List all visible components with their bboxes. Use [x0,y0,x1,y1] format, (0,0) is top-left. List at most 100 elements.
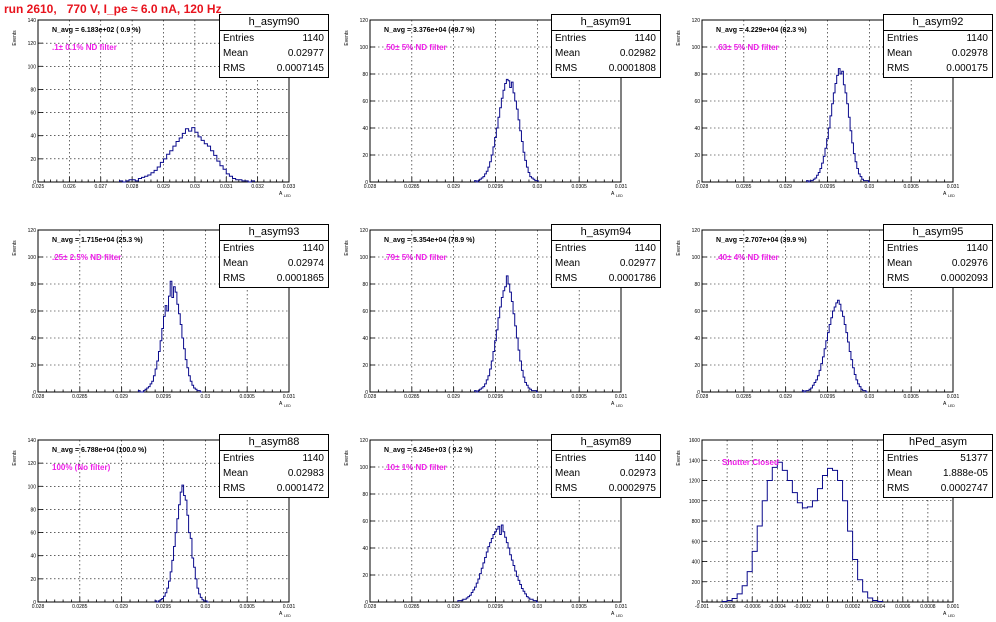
filter-annotation: .25± 2.5% ND filter [52,253,121,262]
navg-label: N_avg = 1.715e+04 (25.3 %) [52,237,143,244]
y-axis-label: Events [676,30,682,46]
x-tick-label: 0.029 [447,184,460,190]
x-axis-label: A [943,401,947,407]
stats-box: h_asym91 Entries 1140 Mean 0.02982 RMS 0.00018… [551,14,661,78]
x-tick-label: 0.028 [696,394,709,400]
histogram-line [806,68,871,183]
stats-label-rms: RMS [887,483,910,494]
x-tick-label: -0.001 [695,604,709,610]
y-tick-label: 100 [360,45,369,51]
y-tick-label: 1400 [689,458,700,464]
stats-row-entries: Entries 1140 [220,31,328,46]
stats-row-mean: Mean 0.02976 [884,256,992,271]
x-tick-label: 0.0295 [820,394,836,400]
stats-value-rms: 0.0001472 [276,483,324,494]
filter-annotation: Shutter Closed [722,458,779,467]
y-tick-label: 40 [694,126,700,132]
stats-label-rms: RMS [223,63,246,74]
x-tick-label: 0.0305 [572,604,588,610]
x-axis-label-subscript: LED [284,614,291,618]
x-tick-label: 0.03 [190,184,200,190]
x-axis-label: A [611,191,615,197]
x-tick-label: 0.03 [200,394,210,400]
stats-label-entries: Entries [887,243,919,254]
navg-label: N_avg = 6.788e+04 (100.0 %) [52,447,147,454]
filter-annotation: .79± 5% ND filter [384,253,447,262]
x-tick-label: 0.0002 [845,604,861,610]
histogram-line [154,484,209,603]
stats-label-rms: RMS [555,273,578,284]
stats-row-mean: Mean 0.02977 [552,256,660,271]
stats-box: h_asym92 Entries 1140 Mean 0.02978 RMS 0.00017… [883,14,993,78]
stats-row-rms: RMS 0.0001786 [552,271,660,286]
y-tick-label: 60 [30,309,36,315]
histogram-line [801,299,868,393]
histogram-plot: 0.028 0.0285 0.029 0.0295 0.03 0.0305 0.031 0 20… [344,438,628,618]
stats-row-mean: Mean 0.02977 [220,46,328,61]
stats-label-mean: Mean [223,258,249,269]
navg-label: N_avg = 6.183e+02 ( 0.9 %) [52,27,141,34]
stats-row-rms: RMS 0.0002975 [552,481,660,496]
stats-value-rms: 0.0002093 [940,273,988,284]
stats-value-mean: 0.02976 [951,258,988,269]
x-tick-label: 0 [826,604,829,610]
stats-value-rms: 0.0001808 [608,63,656,74]
x-tick-label: 0.001 [947,604,960,610]
histogram-name: h_asym89 [552,435,660,451]
x-tick-label: 0.031 [283,604,296,610]
histogram-plot: 0.028 0.0285 0.029 0.0295 0.03 0.0305 0.031 0 20… [344,18,627,198]
x-tick-label: 0.0305 [904,394,920,400]
y-tick-label: 0 [697,180,700,186]
y-tick-label: 80 [362,492,368,498]
stats-row-entries: Entries 1140 [552,241,660,256]
histogram-name: h_asym93 [220,225,328,241]
histogram-line [721,461,884,602]
stats-box: h_asym88 Entries 1140 Mean 0.02983 RMS 0.00014… [219,434,329,498]
x-tick-label: 0.0295 [156,604,172,610]
stats-label-entries: Entries [555,33,587,44]
y-tick-label: 60 [362,99,368,105]
x-tick-label: 0.0285 [736,394,752,400]
stats-row-entries: Entries 1140 [552,31,660,46]
stats-value-rms: 0.0007145 [276,63,324,74]
y-tick-label: 120 [360,438,369,444]
stats-row-mean: Mean 0.02978 [884,46,992,61]
filter-annotation: .63± 5% ND filter [716,43,779,52]
x-tick-label: 0.03 [532,394,542,400]
x-tick-label: 0.0295 [820,184,836,190]
y-tick-label: 1200 [689,479,700,485]
x-tick-label: 0.029 [779,394,792,400]
navg-label: N_avg = 3.376e+04 (49.7 %) [384,27,475,34]
stats-box: h_asym95 Entries 1140 Mean 0.02976 RMS 0.00020… [883,224,993,288]
stats-label-mean: Mean [887,258,913,269]
y-tick-label: 60 [30,531,36,537]
histogram-pad-h_asym89: 0.028 0.0285 0.029 0.0295 0.03 0.0305 0.031 0 20… [332,420,664,620]
stats-box: h_asym94 Entries 1140 Mean 0.02977 RMS 0.00017… [551,224,661,288]
x-tick-label: 0.027 [94,184,107,190]
x-tick-label: 0.0004 [870,604,886,610]
y-tick-label: 120 [28,41,37,47]
histogram-plot: 0.028 0.0285 0.029 0.0295 0.03 0.0305 0.031 0 20… [676,228,959,408]
y-tick-label: 80 [362,72,368,78]
histogram-pad-hPed_asym: -0.001 -0.0008 -0.0006 -0.0004 -0.0002 0 0.000… [664,420,996,620]
x-tick-label: 0.0305 [240,604,256,610]
x-tick-label: 0.0295 [488,184,504,190]
navg-label: N_avg = 6.245e+03 ( 9.2 %) [384,447,473,454]
y-tick-label: 60 [362,519,368,525]
stats-row-entries: Entries 1140 [884,241,992,256]
stats-label-mean: Mean [223,468,249,479]
x-tick-label: 0.031 [615,604,628,610]
stats-value-mean: 1.888e-05 [942,468,988,479]
stats-row-entries: Entries 1140 [552,451,660,466]
stats-label-entries: Entries [223,33,255,44]
y-tick-label: 100 [28,64,37,70]
stats-value-entries: 1140 [966,243,988,254]
x-tick-label: 0.03 [864,184,874,190]
stats-row-mean: Mean 0.02982 [552,46,660,61]
y-tick-label: 60 [694,99,700,105]
x-axis-label-subscript: LED [616,614,623,618]
stats-row-entries: Entries 51377 [884,451,992,466]
navg-label: N_avg = 5.354e+04 (78.9 %) [384,237,475,244]
x-tick-label: 0.028 [126,184,139,190]
x-tick-label: 0.028 [364,394,377,400]
